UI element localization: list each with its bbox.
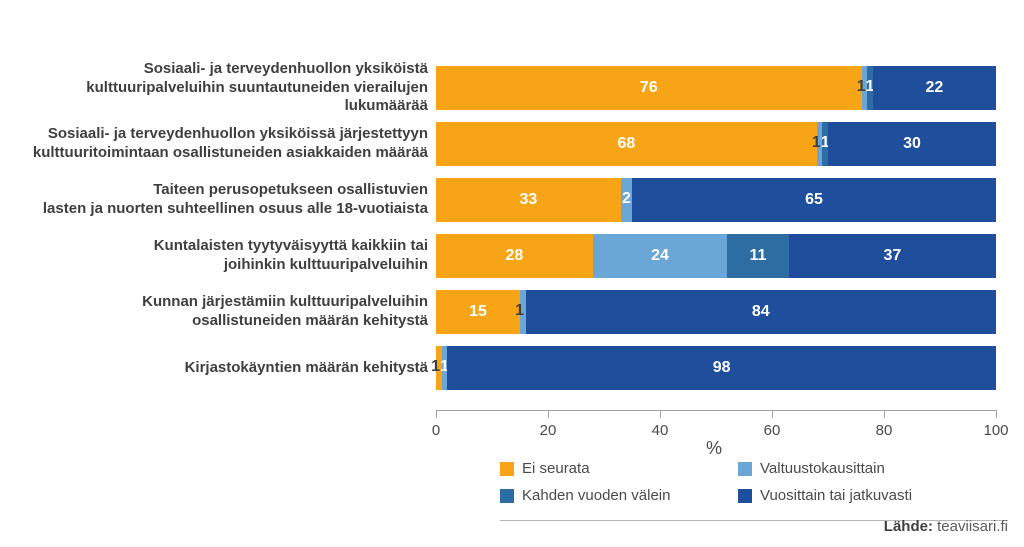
x-tick-label: 0 xyxy=(432,422,440,439)
row-label: Taiteen perusopetukseen osallistuvienlas… xyxy=(0,181,436,219)
segment-value: 65 xyxy=(805,191,823,209)
bar: 28 24 11 37 xyxy=(436,234,996,278)
segment-value: 1 xyxy=(431,358,440,376)
bar-segment: 2 xyxy=(621,178,632,222)
bar-segment: 68 xyxy=(436,122,817,166)
segment-value: 30 xyxy=(903,135,921,153)
bar-segment: 65 xyxy=(632,178,996,222)
row-label: Sosiaali- ja terveydenhuollon yksiköissä… xyxy=(0,125,436,163)
segment-value: 2 xyxy=(622,190,631,208)
tick-mark xyxy=(436,410,437,418)
row-label: Kirjastokäyntien määrän kehitystä xyxy=(0,359,436,378)
segment-value: 11 xyxy=(750,247,767,265)
segment-value: 37 xyxy=(883,247,901,265)
segment-value: 68 xyxy=(618,135,636,153)
segment-value: 1 xyxy=(515,302,524,320)
tick-mark xyxy=(884,410,885,418)
bar-segment: 37 xyxy=(789,234,996,278)
row-label: Sosiaali- ja terveydenhuollon yksiköistä… xyxy=(0,60,436,116)
legend-item: Valtuustokausittain xyxy=(738,460,958,477)
tick-mark xyxy=(548,410,549,418)
segment-value: 1 xyxy=(812,134,821,152)
bar-segment: 28 xyxy=(436,234,593,278)
x-tick-label: 100 xyxy=(983,422,1008,439)
legend-item: Ei seurata xyxy=(500,460,720,477)
legend-item: Kahden vuoden välein xyxy=(500,487,720,504)
legend-item: Vuosittain tai jatkuvasti xyxy=(738,487,958,504)
tick-mark xyxy=(772,410,773,418)
chart-row: Sosiaali- ja terveydenhuollon yksiköissä… xyxy=(0,116,1024,172)
bar-segment: 15 xyxy=(436,290,520,334)
x-axis-title: % xyxy=(706,438,722,459)
legend-label: Ei seurata xyxy=(522,460,590,477)
legend-swatch xyxy=(500,462,514,476)
segment-value: 28 xyxy=(506,247,524,265)
tick-mark xyxy=(996,410,997,418)
x-tick-label: 20 xyxy=(540,422,557,439)
source-line: Lähde: teaviisari.fi xyxy=(884,518,1008,535)
bar-segment: 84 xyxy=(526,290,996,334)
tick-mark xyxy=(660,410,661,418)
bar: 681130 xyxy=(436,122,996,166)
legend-swatch xyxy=(738,489,752,503)
chart-row: Taiteen perusopetukseen osallistuvienlas… xyxy=(0,172,1024,228)
chart-row: Kuntalaisten tyytyväisyyttä kaikkiin tai… xyxy=(0,228,1024,284)
bar: 1198 xyxy=(436,346,996,390)
legend-label: Kahden vuoden välein xyxy=(522,487,670,504)
segment-value: 84 xyxy=(752,303,770,321)
segment-value: 33 xyxy=(520,191,538,209)
legend-swatch xyxy=(500,489,514,503)
bar: 761122 xyxy=(436,66,996,110)
bar-segment: 33 xyxy=(436,178,621,222)
bar-segment: 11 xyxy=(727,234,789,278)
segment-value: 76 xyxy=(640,79,658,97)
segment-value: 22 xyxy=(925,79,943,97)
source-prefix: Lähde: xyxy=(884,518,933,535)
bar-segment: 24 xyxy=(593,234,727,278)
segment-value: 24 xyxy=(651,247,669,265)
segment-value: 15 xyxy=(469,303,487,321)
x-tick-label: 80 xyxy=(876,422,893,439)
bar-segment: 76 xyxy=(436,66,862,110)
bar: 15 1 84 xyxy=(436,290,996,334)
legend-label: Valtuustokausittain xyxy=(760,460,885,477)
source-text: teaviisari.fi xyxy=(933,518,1008,535)
x-tick-label: 40 xyxy=(652,422,669,439)
segment-value: 98 xyxy=(713,359,731,377)
chart-row: Kunnan järjestämiin kulttuuripalveluihin… xyxy=(0,284,1024,340)
chart-row: Kirjastokäyntien määrän kehitystä1198 xyxy=(0,340,1024,396)
legend-swatch xyxy=(738,462,752,476)
row-label: Kunnan järjestämiin kulttuuripalveluihin… xyxy=(0,293,436,331)
x-tick-label: 60 xyxy=(764,422,781,439)
bar-segment: 98 xyxy=(447,346,996,390)
x-axis xyxy=(436,410,996,412)
bar-segment: 30 xyxy=(828,122,996,166)
bar: 33 2 65 xyxy=(436,178,996,222)
chart-row: Sosiaali- ja terveydenhuollon yksiköistä… xyxy=(0,60,1024,116)
chart-container: Sosiaali- ja terveydenhuollon yksiköistä… xyxy=(0,0,1024,547)
legend-label: Vuosittain tai jatkuvasti xyxy=(760,487,912,504)
bar-segment: 22 xyxy=(873,66,996,110)
segment-value: 1 xyxy=(857,78,866,96)
row-label: Kuntalaisten tyytyväisyyttä kaikkiin tai… xyxy=(0,237,436,275)
legend: Ei seurata Valtuustokausittain Kahden vuod… xyxy=(500,460,980,514)
